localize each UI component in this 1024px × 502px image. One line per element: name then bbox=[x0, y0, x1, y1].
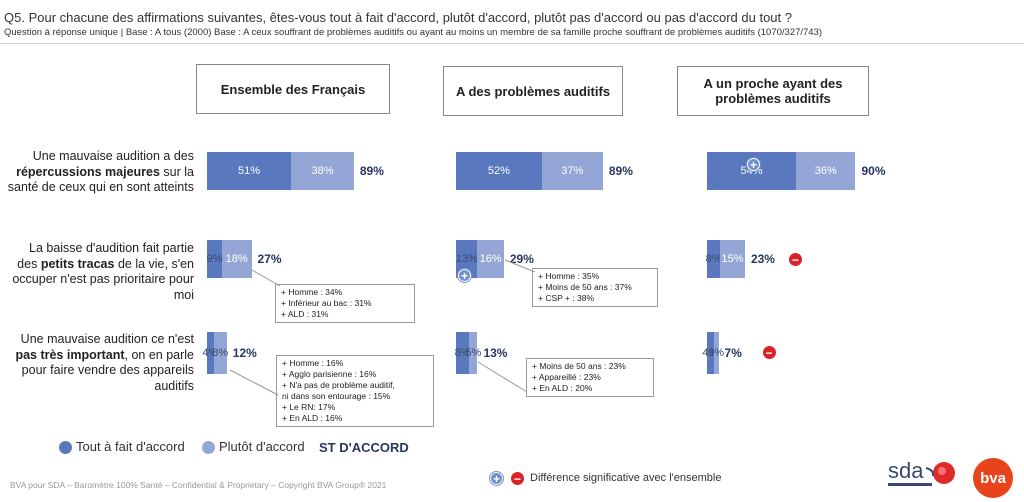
bar-tout-a-fait-r1-c1: 51% bbox=[207, 152, 292, 190]
row-label-1: Une mauvaise audition a des répercussion… bbox=[7, 149, 194, 194]
total-label-r3-c1: 12% bbox=[232, 346, 257, 360]
note-r2c1: + Moins de 50 ans : 23% + Appareillé : 23… bbox=[526, 358, 654, 397]
bva-logo-text: bva bbox=[980, 469, 1006, 487]
significance-plus-icon-r2-c2: + bbox=[458, 269, 471, 282]
bar-tout-a-fait-r2-c2: 13% bbox=[456, 240, 478, 278]
column-header-problemes: A des problèmes auditifs bbox=[443, 66, 623, 116]
bar-plutot-r2-c3: 15% bbox=[720, 240, 745, 278]
legend-label-tout-a-fait: Tout à fait d'accord bbox=[76, 439, 185, 454]
bar-tout-a-fait-r2-c1: 9% bbox=[206, 240, 222, 278]
legend-minus-icon: − bbox=[511, 472, 524, 485]
legend-label-total: ST D'ACCORD bbox=[319, 440, 409, 455]
legend-plus-icon: + bbox=[490, 472, 503, 485]
legend-significance-label: Différence significative avec l'ensemble bbox=[530, 472, 722, 484]
total-label-r3-c3: 7% bbox=[724, 346, 742, 360]
legend-dot-tout-a-fait bbox=[59, 441, 72, 454]
bar-plutot-r2-c2: 16% bbox=[477, 240, 504, 278]
bar-plutot-r1-c2: 37% bbox=[541, 152, 603, 190]
note-r2c0: + Homme : 16% + Agglo parisienne : 16% + N… bbox=[276, 355, 434, 427]
bar-plutot-r1-c1: 38% bbox=[291, 152, 354, 190]
row-label-2: La baisse d'audition fait partie des pet… bbox=[12, 241, 194, 302]
column-header-ensemble: Ensemble des Français bbox=[196, 64, 390, 114]
legend-label-plutot: Plutôt d'accord bbox=[219, 439, 305, 454]
bar-plutot-r1-c3: 36% bbox=[796, 152, 856, 190]
question-title: Q5. Pour chacune des affirmations suivan… bbox=[4, 10, 792, 25]
bar-tout-a-fait-r3-c2: 8% bbox=[455, 332, 471, 374]
legend-dot-plutot bbox=[202, 441, 215, 454]
total-label-r2-c3: 23% bbox=[750, 252, 775, 266]
bva-logo: bva bbox=[973, 458, 1013, 498]
sda-logo: sda bbox=[886, 458, 958, 494]
total-label-r1-c2: 89% bbox=[608, 164, 633, 178]
significance-minus-icon-r2-c3: − bbox=[788, 253, 802, 266]
bar-tout-a-fait-r1-c2: 52% bbox=[456, 152, 542, 190]
note-r1c0: + Homme : 34% + Inférieur au bac : 31% + A… bbox=[275, 284, 415, 323]
question-base: Question à réponse unique | Base : A tou… bbox=[4, 27, 823, 38]
bar-plutot-r3-c2: 5% bbox=[465, 332, 481, 374]
bar-tout-a-fait-r2-c3: 8% bbox=[706, 240, 722, 278]
row-label-3: Une mauvaise audition ce n'est pas très … bbox=[15, 332, 194, 393]
footer-copyright: BVA pour SDA – Baromètre 100% Santé – Co… bbox=[10, 480, 387, 490]
total-label-r3-c2: 13% bbox=[483, 346, 508, 360]
significance-plus-icon-r1-c3: + bbox=[747, 158, 760, 171]
total-label-r2-c2: 29% bbox=[509, 252, 534, 266]
header-divider bbox=[0, 43, 1024, 44]
column-header-proche: A un proche ayant des problèmes auditifs bbox=[677, 66, 869, 116]
significance-minus-icon-r3-c3: − bbox=[762, 346, 776, 359]
bar-plutot-r3-c1: 8% bbox=[212, 332, 228, 374]
total-label-r1-c3: 90% bbox=[861, 164, 886, 178]
note-r1c1: + Homme : 35% + Moins de 50 ans : 37% + CS… bbox=[532, 268, 658, 307]
total-label-r2-c1: 27% bbox=[257, 252, 282, 266]
total-label-r1-c1: 89% bbox=[359, 164, 384, 178]
bar-plutot-r2-c1: 18% bbox=[221, 240, 252, 278]
sda-logo-text: sda bbox=[888, 458, 924, 483]
